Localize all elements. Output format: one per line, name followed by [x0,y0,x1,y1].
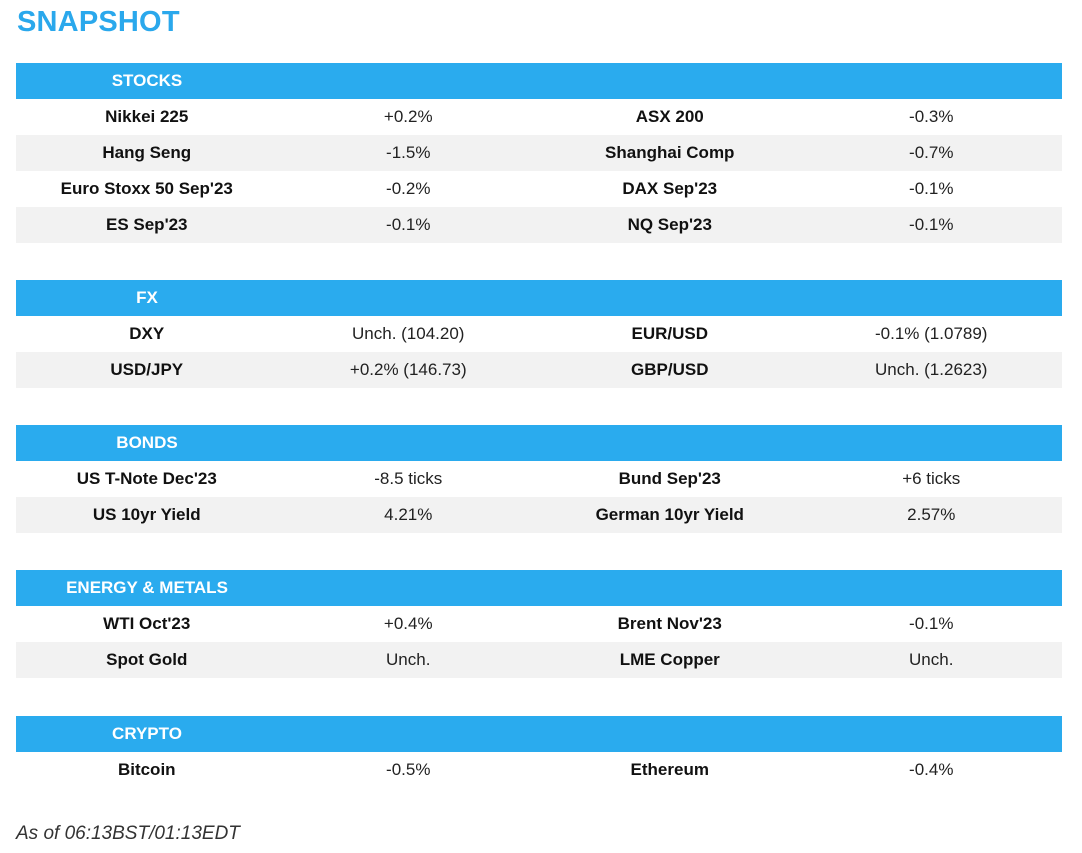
instrument-name: US 10yr Yield [92,505,201,524]
section-header: CRYPTO [16,716,1062,752]
instrument-change: 2.57% [907,505,956,524]
instrument-name: Ethereum [630,760,709,779]
instrument-change: +0.2% [383,107,433,126]
instrument-change: -0.4% [909,760,954,779]
instrument-name: Bitcoin [117,760,176,779]
instrument-name: Euro Stoxx 50 Sep'23 [60,179,233,198]
instrument-change: 4.21% [384,505,433,524]
section-stocks: STOCKS Nikkei 225 +0.2% ASX 200 -0.3% Ha… [16,63,1062,243]
table-row: DXY Unch. (104.20) EUR/USD -0.1% (1.0789… [16,316,1062,352]
section-fx: FX DXY Unch. (104.20) EUR/USD -0.1% (1.0… [16,280,1062,388]
instrument-change: -0.7% [909,143,954,162]
section-header: STOCKS [16,63,1062,99]
instrument-change: -0.3% [909,107,954,126]
instrument-change: Unch. [909,650,954,669]
section-crypto: CRYPTO Bitcoin -0.5% Ethereum -0.4% [16,716,1062,788]
section-header-label: FX [136,288,158,307]
instrument-change: -0.2% [386,179,431,198]
table-row: Euro Stoxx 50 Sep'23 -0.2% DAX Sep'23 -0… [16,171,1062,207]
instrument-name: DAX Sep'23 [622,179,718,198]
instrument-name: US T-Note Dec'23 [76,469,217,488]
instrument-name: ES Sep'23 [105,215,188,234]
instrument-name: Nikkei 225 [105,107,189,126]
section-header: FX [16,280,1062,316]
page-title: SNAPSHOT [17,6,180,38]
instrument-name: ASX 200 [635,107,704,126]
instrument-change: -8.5 ticks [374,469,443,488]
table-row: WTI Oct'23 +0.4% Brent Nov'23 -0.1% [16,606,1062,642]
section-header: BONDS [16,425,1062,461]
instrument-name: NQ Sep'23 [627,215,712,234]
instrument-change: +0.2% (146.73) [349,360,467,379]
table-row: ES Sep'23 -0.1% NQ Sep'23 -0.1% [16,207,1062,243]
table-row: Nikkei 225 +0.2% ASX 200 -0.3% [16,99,1062,135]
instrument-change: +0.4% [383,614,433,633]
instrument-name: LME Copper [619,650,720,669]
instrument-change: Unch. [386,650,431,669]
timestamp-note: As of 06:13BST/01:13EDT [16,823,240,844]
instrument-change: -1.5% [386,143,431,162]
section-header-label: BONDS [116,433,178,452]
section-header: ENERGY & METALS [16,570,1062,606]
section-bonds: BONDS US T-Note Dec'23 -8.5 ticks Bund S… [16,425,1062,533]
instrument-name: Hang Seng [102,143,192,162]
instrument-change: -0.1% (1.0789) [875,324,988,343]
instrument-change: -0.1% [909,215,954,234]
instrument-name: EUR/USD [631,324,708,343]
instrument-name: USD/JPY [110,360,184,379]
table-row: Hang Seng -1.5% Shanghai Comp -0.7% [16,135,1062,171]
instrument-change: Unch. (104.20) [352,324,465,343]
instrument-name: German 10yr Yield [595,505,744,524]
instrument-change: -0.1% [909,614,954,633]
instrument-name: Bund Sep'23 [618,469,721,488]
table-row: USD/JPY +0.2% (146.73) GBP/USD Unch. (1.… [16,352,1062,388]
instrument-name: DXY [129,324,165,343]
instrument-change: -0.5% [386,760,431,779]
instrument-name: Spot Gold [106,650,188,669]
instrument-name: Brent Nov'23 [617,614,722,633]
instrument-change: -0.1% [909,179,954,198]
instrument-name: WTI Oct'23 [103,614,191,633]
table-row: Spot Gold Unch. LME Copper Unch. [16,642,1062,678]
section-header-label: CRYPTO [112,724,182,743]
instrument-name: Shanghai Comp [605,143,735,162]
instrument-change: -0.1% [386,215,431,234]
section-header-label: STOCKS [111,71,183,90]
section-energy-metals: ENERGY & METALS WTI Oct'23 +0.4% Brent N… [16,570,1062,678]
instrument-name: GBP/USD [631,360,709,379]
instrument-change: +6 ticks [902,469,961,488]
instrument-change: Unch. (1.2623) [875,360,988,379]
table-row: US 10yr Yield 4.21% German 10yr Yield 2.… [16,497,1062,533]
table-row: Bitcoin -0.5% Ethereum -0.4% [16,752,1062,788]
section-header-label: ENERGY & METALS [66,578,228,597]
table-row: US T-Note Dec'23 -8.5 ticks Bund Sep'23 … [16,461,1062,497]
